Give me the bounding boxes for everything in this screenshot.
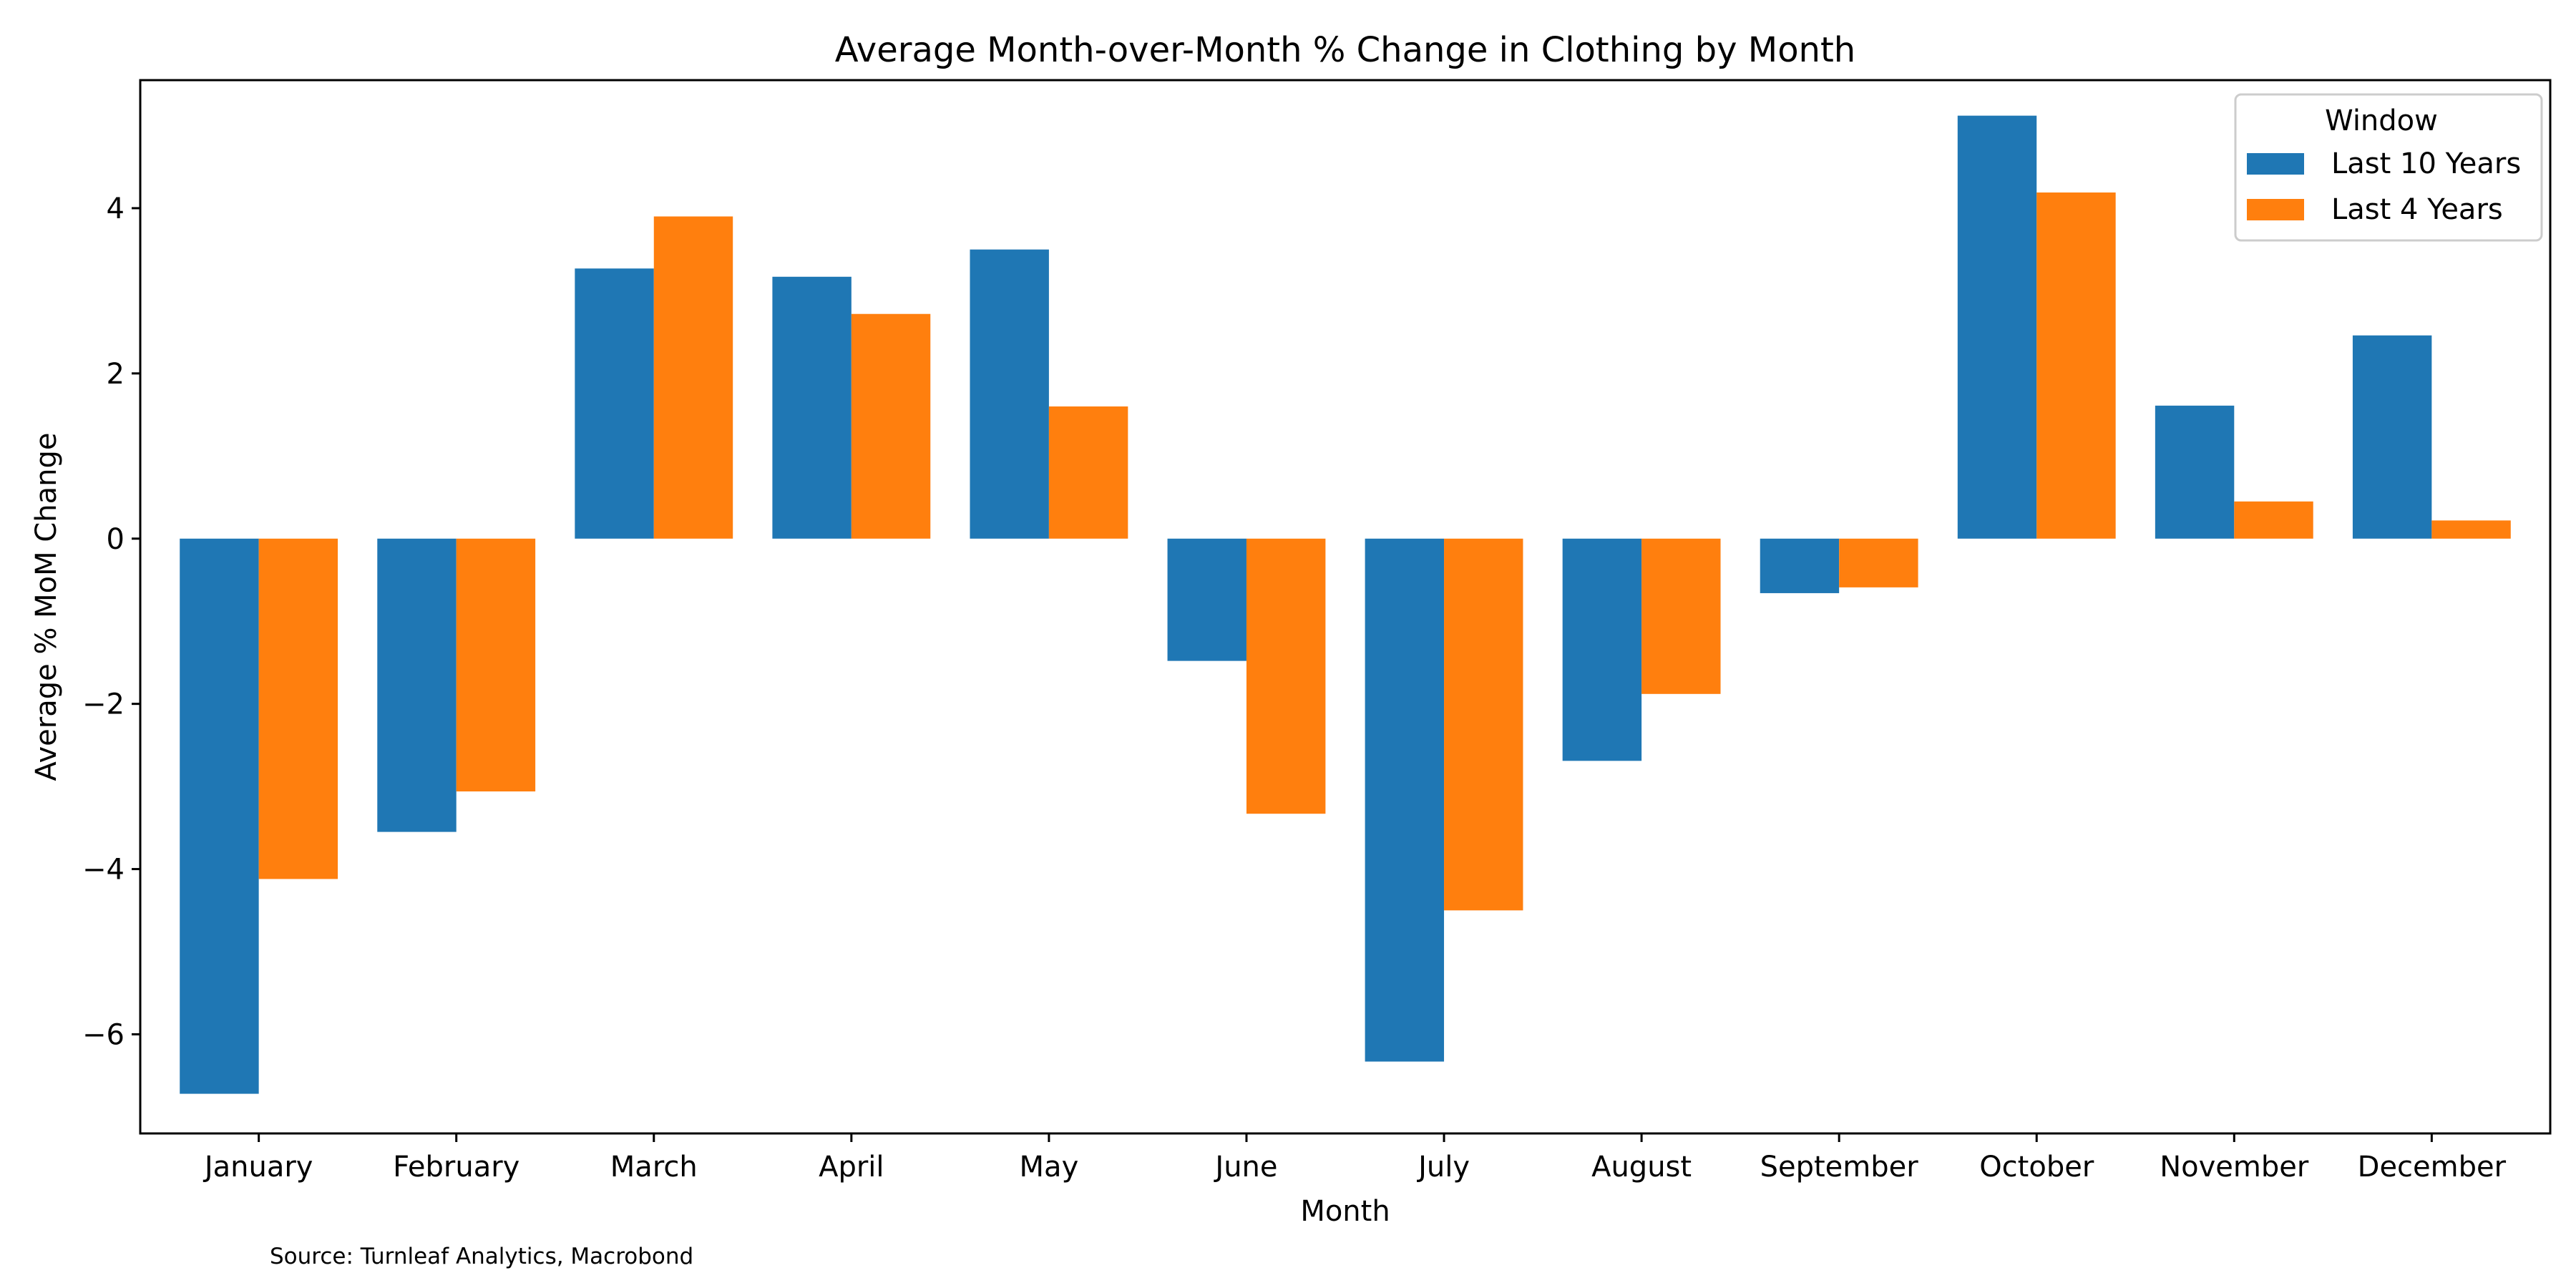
plot-frame [139,79,2552,1135]
legend-swatch [2247,199,2304,220]
x-axis-label: Month [1300,1195,1390,1228]
legend-swatch [2247,153,2304,175]
x-tick-label: September [1760,1151,1919,1184]
bar-last-10-years-november [2155,405,2235,539]
y-tick-label: 4 [107,192,125,225]
legend-entry: Last 4 Years [2331,193,2503,226]
x-axis: January February March April May June July Augu… [203,1133,2507,1184]
y-tick-label: 0 [107,523,125,556]
y-tick-label: −2 [82,688,125,721]
bar-last-4-years-february [456,538,536,792]
legend: Window Last 10 Years Last 4 Years [2234,93,2543,242]
bar-last-10-years-january [180,538,259,1094]
y-tick-label: −4 [82,854,125,887]
bar-last-4-years-september [1839,538,1918,587]
bar-last-4-years-january [258,538,338,879]
bar-last-10-years-september [1760,538,1840,593]
bar-last-4-years-december [2431,520,2511,539]
x-tick-label: July [1416,1151,1470,1184]
bar-last-4-years-october [2036,192,2116,539]
bar-last-10-years-july [1365,538,1445,1062]
bar-last-4-years-august [1641,538,1721,694]
bar-last-10-years-march [575,268,654,539]
bar-last-4-years-november [2234,501,2313,539]
bar-last-10-years-may [970,249,1049,539]
bar-last-10-years-october [1957,115,2037,539]
bar-last-10-years-june [1167,538,1246,661]
legend-title: Window [2325,104,2438,137]
x-tick-label: January [203,1151,313,1184]
y-axis-label: Average % MoM Change [30,432,63,781]
bar-last-4-years-april [851,313,931,539]
source-note: Source: Turnleaf Analytics, Macrobond [270,1244,693,1269]
legend-entry: Last 10 Years [2331,147,2521,180]
x-tick-label: May [1020,1151,1079,1184]
x-tick-label: October [1979,1151,2094,1184]
bar-last-4-years-june [1246,538,1326,814]
bar-last-10-years-february [377,538,457,832]
bar-last-4-years-march [653,216,733,539]
bar-last-10-years-august [1562,538,1642,761]
x-tick-label: March [610,1151,698,1184]
bar-last-4-years-july [1444,538,1523,911]
bar-last-10-years-december [2352,335,2432,539]
bar-last-4-years-may [1048,406,1128,539]
x-tick-label: November [2160,1151,2309,1184]
x-tick-label: February [393,1151,519,1184]
x-tick-label: June [1213,1151,1277,1184]
y-tick-label: 2 [107,358,125,391]
y-axis: −6 −4 −2 0 2 4 [82,192,140,1051]
x-tick-label: December [2358,1151,2507,1184]
x-tick-label: August [1591,1151,1692,1184]
bar-last-10-years-april [772,276,852,539]
x-tick-label: April [819,1151,884,1184]
bars-layer [180,115,2511,1094]
legend-items: Last 10 Years Last 4 Years [2247,147,2521,226]
legend-box [2234,93,2543,242]
y-tick-label: −6 [82,1018,125,1051]
chart-title: Average Month-over-Month % Change in Clo… [835,30,1855,70]
